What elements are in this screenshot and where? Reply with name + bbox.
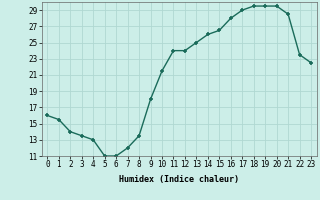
X-axis label: Humidex (Indice chaleur): Humidex (Indice chaleur) [119,175,239,184]
